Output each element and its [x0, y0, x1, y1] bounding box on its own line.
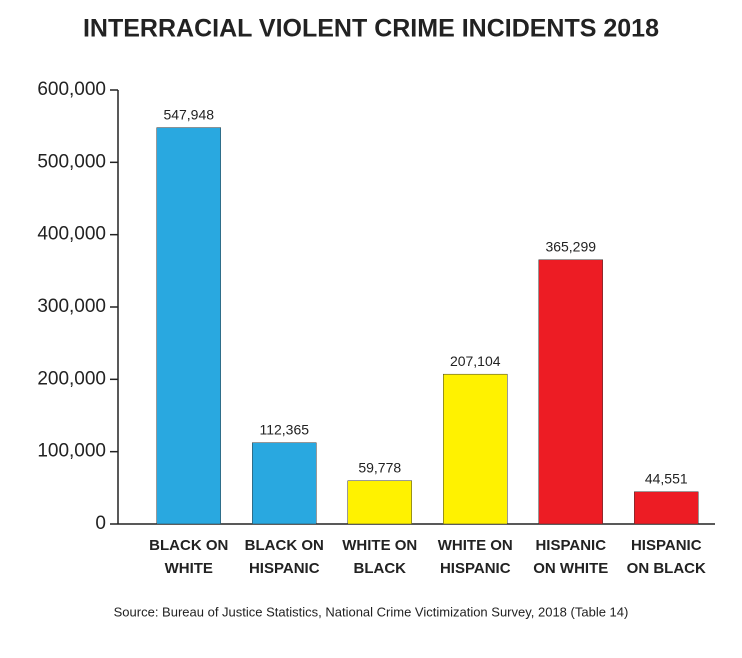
x-tick-label: HISPANIC — [535, 537, 606, 554]
y-tick-label: 500,000 — [37, 151, 106, 172]
bar — [347, 480, 412, 525]
y-tick-label: 300,000 — [37, 296, 106, 317]
bar — [252, 442, 317, 525]
value-label: 59,778 — [358, 459, 401, 475]
y-tick-label: 400,000 — [37, 224, 106, 245]
y-tick-label: 100,000 — [37, 441, 106, 462]
value-label: 365,299 — [545, 238, 596, 254]
value-label: 547,948 — [163, 106, 214, 122]
x-tick-label: BLACK ON — [149, 537, 228, 554]
x-tick-label: WHITE ON — [438, 537, 513, 554]
y-tick-label: 0 — [95, 513, 106, 534]
x-tick-label: BLACK — [354, 560, 407, 577]
y-tick-label: 200,000 — [37, 368, 106, 389]
chart-title: INTERRACIAL VIOLENT CRIME INCIDENTS 2018 — [83, 15, 659, 43]
x-tick-label: HISPANIC — [440, 560, 511, 577]
x-tick-label: WHITE ON — [342, 537, 417, 554]
bar — [156, 127, 221, 525]
x-tick-label: WHITE — [165, 560, 213, 577]
value-label: 44,551 — [645, 470, 688, 486]
y-tick-label: 600,000 — [37, 79, 106, 100]
bar — [538, 259, 603, 525]
x-tick-label: HISPANIC — [249, 560, 320, 577]
bar — [634, 491, 699, 525]
x-tick-label: ON WHITE — [533, 560, 608, 577]
bar — [443, 373, 508, 525]
value-label: 207,104 — [450, 353, 501, 369]
value-label: 112,365 — [259, 421, 309, 437]
x-tick-label: ON BLACK — [627, 560, 706, 577]
source-note: Source: Bureau of Justice Statistics, Na… — [114, 604, 629, 619]
x-tick-label: BLACK ON — [245, 537, 324, 554]
x-tick-label: HISPANIC — [631, 537, 702, 554]
